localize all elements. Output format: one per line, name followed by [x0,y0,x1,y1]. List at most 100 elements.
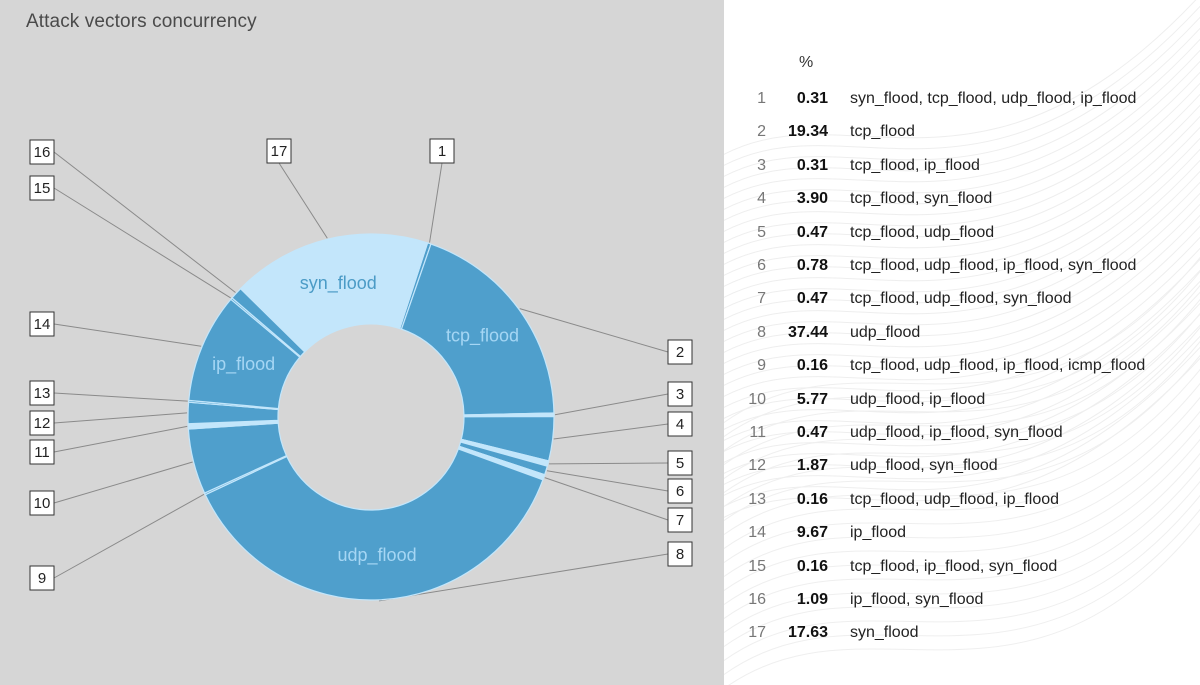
legend-percentage: 19.34 [787,123,828,141]
wave-line [724,192,1200,354]
wave-line [724,126,1200,288]
wave-line [724,466,1200,634]
legend-vectors: udp_flood [850,323,921,341]
legend-index: 17 [748,624,766,642]
legend-percentage: 0.31 [796,90,828,107]
wave-line [724,335,1200,497]
wave-line [724,480,1200,648]
legend-row: 11 0.47 udp_flood, ip_flood, syn_flood [724,424,1200,457]
legend-row: 1 0.31 syn_flood, tcp_flood, udp_flood, ip… [724,90,1200,123]
legend-percentage: 0.78 [796,257,828,274]
callout-number-8: 8 [676,546,684,563]
callout-8: 8 [667,541,693,567]
wave-line [724,494,1200,662]
wave-line [724,27,1200,189]
legend-index: 2 [757,123,766,141]
donut-segment-2 [400,243,555,416]
callout-number-12: 12 [34,415,51,432]
wave-line [724,214,1200,376]
donut-segments [187,233,555,601]
legend-percentage: 1.87 [796,457,828,475]
legend-index: 8 [757,323,766,341]
legend-vectors: tcp_flood, udp_flood, ip_flood [850,490,1060,508]
callout-number-7: 7 [676,512,684,529]
callout-box-17 [266,138,292,164]
leader-line-16 [53,151,236,293]
legend-row: 15 0.16 tcp_flood, ip_flood, syn_flood [724,558,1200,591]
wave-line [724,236,1200,398]
legend-index: 15 [748,557,766,575]
wave-line [724,225,1200,387]
callout-9: 9 [29,565,55,591]
callout-box-16 [29,139,55,165]
callout-14: 14 [29,311,55,337]
callout-number-3: 3 [676,386,684,403]
legend-index: 11 [749,424,766,441]
wave-line [724,93,1200,255]
legend-vectors: tcp_flood, syn_flood [850,190,993,208]
legend-index: 5 [757,223,766,241]
wave-line [724,82,1200,244]
legend-vectors: ip_flood [850,524,907,542]
wave-line [724,313,1200,475]
wave-line [724,38,1200,200]
wave-line [724,71,1200,233]
legend-row: 5 0.47 tcp_flood, udp_flood [724,224,1200,257]
callout-box-14 [29,311,55,337]
legend-percentage: 0.47 [796,290,828,308]
legend-row: 16 1.09 ip_flood, syn_flood [724,591,1200,624]
legend-index: 6 [757,257,766,274]
callout-10: 10 [29,490,55,516]
legend-percentage: 0.31 [796,156,828,174]
callout-box-1 [429,138,455,164]
legend-percentage: 0.16 [796,557,828,575]
legend-vectors: udp_flood, ip_flood [850,390,986,408]
callout-box-7 [667,507,693,533]
callout-13: 13 [29,380,55,406]
wave-line [724,0,1197,156]
wave-line [724,256,1200,424]
wave-line [724,284,1200,452]
segment-label-17: syn_flood [300,273,377,294]
legend-percentage: 0.47 [796,424,828,441]
segment-label-8: udp_flood [338,545,417,566]
legend-vectors: tcp_flood [850,123,915,141]
leader-line-17 [278,162,328,239]
callout-box-10 [29,490,55,516]
legend-vectors: udp_flood, ip_flood, syn_flood [850,424,1063,441]
callout-3: 3 [667,381,693,407]
wave-line [724,203,1200,365]
callout-12: 12 [29,410,55,436]
legend-vectors: tcp_flood, udp_flood, syn_flood [850,290,1072,308]
callout-17: 17 [266,138,292,164]
legend-row: 2 19.34 tcp_flood [724,123,1200,156]
donut-segment-17 [239,233,429,353]
legend-row: 13 0.16 tcp_flood, udp_flood, ip_flood [724,491,1200,524]
legend-row: 7 0.47 tcp_flood, udp_flood, syn_flood [724,290,1200,323]
leader-line-12 [53,412,188,424]
leader-line-7 [544,477,669,521]
callout-number-17: 17 [271,143,288,160]
legend-vectors: tcp_flood, udp_flood [850,223,995,241]
leader-line-10 [53,461,193,504]
leader-line-5 [548,462,669,465]
leader-line-1 [429,162,443,243]
wave-line [724,326,1200,494]
legend-percentage: 1.09 [796,591,828,608]
legend-index: 9 [757,357,766,375]
wave-line [724,298,1200,466]
legend-percentage: 9.67 [796,524,828,542]
legend-vectors: tcp_flood, ip_flood, syn_flood [850,557,1058,575]
callout-7: 7 [667,507,693,533]
callout-box-3 [667,381,693,407]
wave-line [724,269,1200,431]
legend-row: 4 3.90 tcp_flood, syn_flood [724,190,1200,223]
callout-box-11 [29,439,55,465]
legend-row: 14 9.67 ip_flood [724,524,1200,557]
leader-line-2 [519,308,669,353]
legend-vectors: syn_flood, tcp_flood, udp_flood, ip_floo… [850,90,1137,107]
wave-line [724,312,1200,480]
wave-line [724,16,1200,178]
legend-percentage: 0.16 [796,490,828,508]
